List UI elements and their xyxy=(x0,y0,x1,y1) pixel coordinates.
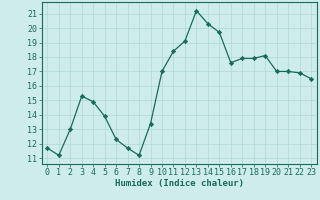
X-axis label: Humidex (Indice chaleur): Humidex (Indice chaleur) xyxy=(115,179,244,188)
